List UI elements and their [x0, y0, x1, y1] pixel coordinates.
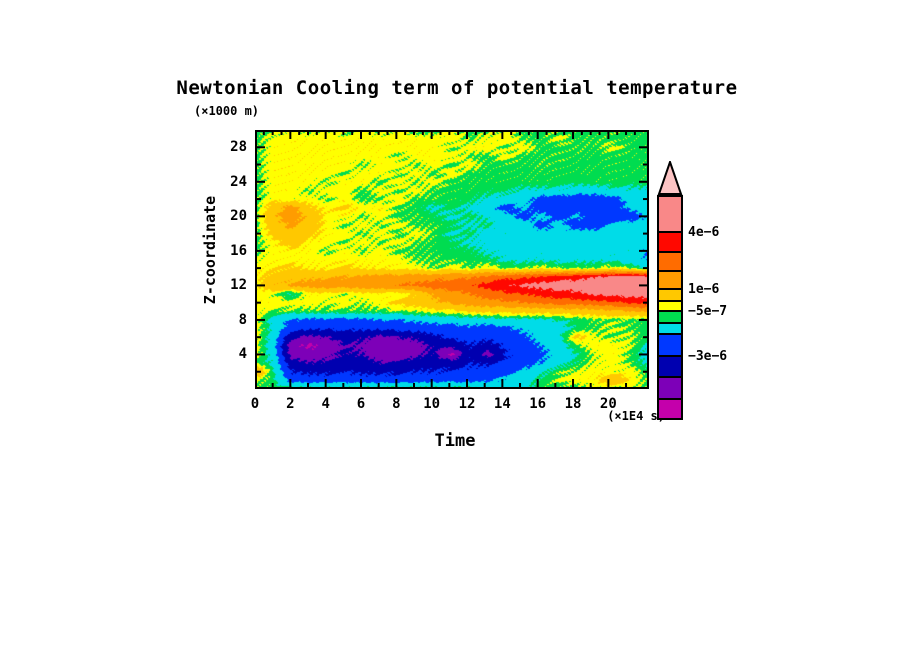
colorbar-level-label: 1e−6 — [688, 282, 720, 297]
x-tick-label: 4 — [321, 396, 330, 412]
y-tick-label: 24 — [230, 173, 247, 190]
colorbar-box — [659, 302, 681, 312]
colorbar-level-label: −5e−7 — [688, 304, 728, 319]
axes-frame-and-ticks — [255, 130, 649, 389]
x-tick-label: 16 — [529, 396, 547, 412]
x-tick-label: 6 — [356, 396, 366, 412]
colorbar-box — [659, 233, 681, 253]
colorbar-box — [659, 335, 681, 357]
colorbar — [657, 195, 683, 420]
x-axis-unit-label: (×1E4 s) — [607, 409, 665, 423]
colorbar-box — [659, 378, 681, 400]
y-tick-label: 16 — [230, 242, 247, 259]
colorbar-overflow-arrow — [657, 161, 683, 195]
colorbar-box — [659, 197, 681, 233]
plot-border — [255, 130, 649, 389]
colorbar-box — [659, 324, 681, 335]
colorbar-level-label: 4e−6 — [688, 225, 720, 240]
x-axis-label: Time — [434, 431, 476, 451]
x-tick-label: 12 — [458, 396, 476, 412]
y-tick-label: 12 — [230, 277, 247, 294]
x-tick-label: 2 — [286, 396, 295, 412]
x-tick-label: 14 — [493, 396, 511, 412]
colorbar-box — [659, 357, 681, 378]
x-tick-label: 18 — [564, 396, 582, 412]
y-tick-label: 8 — [238, 311, 247, 328]
y-tick-label: 28 — [230, 139, 247, 156]
x-tick-label: 0 — [250, 396, 260, 412]
colorbar-box — [659, 272, 681, 290]
colorbar-box — [659, 312, 681, 324]
colorbar-box — [659, 253, 681, 272]
colorbar-box — [659, 400, 681, 418]
colorbar-box — [659, 290, 681, 302]
contour-heatmap-canvas — [255, 130, 649, 389]
x-tick-label: 20 — [599, 396, 617, 412]
x-tick-label: 10 — [423, 396, 441, 412]
y-axis-unit-label: (×1000 m) — [194, 104, 260, 118]
y-tick-label: 20 — [230, 208, 247, 225]
x-tick-label: 8 — [392, 396, 401, 412]
colorbar-level-label: −3e−6 — [688, 349, 728, 364]
plot-title: Newtonian Cooling term of potential temp… — [176, 77, 738, 99]
y-tick-label: 4 — [238, 346, 247, 363]
